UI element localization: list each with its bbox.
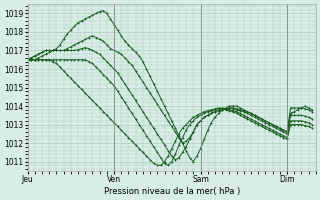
X-axis label: Pression niveau de la mer( hPa ): Pression niveau de la mer( hPa ) <box>104 187 240 196</box>
